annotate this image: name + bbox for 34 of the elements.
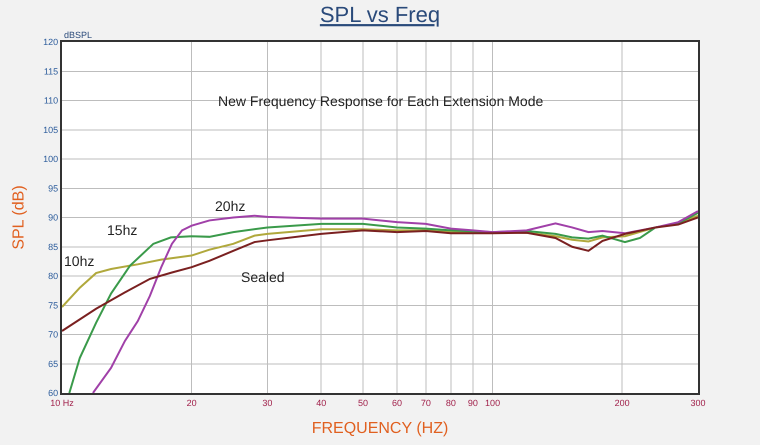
x-tick-label: 60 [392, 398, 402, 408]
y-tick-label: 105 [43, 124, 58, 135]
series-label: 15hz [107, 222, 138, 238]
x-tick-label: 100 [485, 398, 500, 408]
y-tick-label: 90 [48, 212, 58, 223]
x-tick-label: 200 [614, 398, 630, 408]
series-label: 10hz [64, 253, 94, 269]
y-tick-label: 60 [48, 388, 58, 398]
y-tick-label: 110 [44, 96, 58, 106]
x-tick-label: 40 [316, 398, 326, 408]
y-axis-title: SPL (dB) [10, 185, 28, 250]
chart-title: SPL vs Freq [320, 2, 440, 28]
x-tick-label: 30 [262, 398, 272, 408]
y-tick-label: 100 [43, 154, 58, 164]
x-tick-label: 300 [690, 398, 706, 408]
annotation: New Frequency Response for Each Extension Mode [218, 93, 544, 109]
text: dBSPL [64, 30, 92, 40]
y-tick-label: 85 [48, 242, 58, 252]
y-tick-label: 70 [48, 330, 58, 340]
series-label: 20hz [215, 198, 246, 214]
x-tick-label: 70 [420, 398, 431, 408]
x-tick-label: 20 [186, 398, 197, 408]
series-label: Sealed [241, 269, 285, 285]
x-axis-title: FREQUENCY (HZ) [312, 420, 448, 437]
x-tick-label: 80 [446, 398, 456, 408]
y-tick-label: 120 [43, 37, 58, 48]
x-tick-label: 90 [468, 398, 478, 408]
y-tick-label: 65 [48, 358, 58, 369]
y-tick-label: 115 [44, 66, 58, 76]
y-tick-label: 95 [48, 183, 58, 194]
y-tick-label: 80 [48, 271, 58, 282]
x-tick-label: 10 Hz [50, 398, 74, 408]
x-tick-label: 50 [358, 398, 368, 408]
y-tick-label: 75 [48, 300, 58, 310]
